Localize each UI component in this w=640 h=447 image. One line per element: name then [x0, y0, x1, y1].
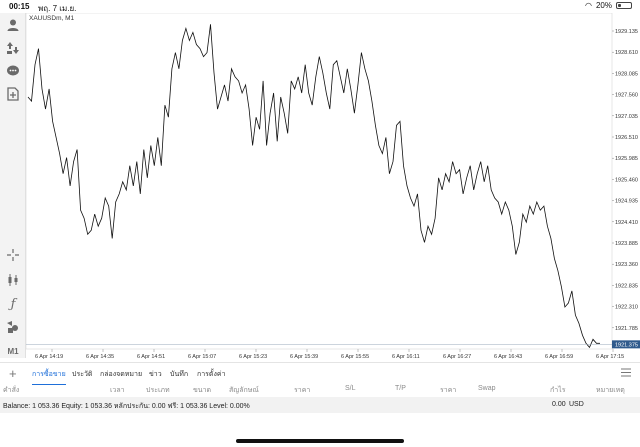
- tab-mailbox[interactable]: กล่องจดหมาย: [100, 371, 143, 378]
- price-tick-label: 1924.410: [615, 220, 638, 226]
- col-current-price: ราคา: [440, 387, 457, 394]
- price-tick-label: 1925.985: [615, 156, 638, 162]
- battery-text: 20%: [595, 1, 612, 10]
- time-tick-label: 6 Apr 16:27: [443, 354, 471, 360]
- col-volume: ขนาด: [193, 387, 212, 394]
- time-tick-label: 6 Apr 16:11: [392, 354, 420, 360]
- price-tick-label: 1929.135: [615, 29, 638, 35]
- left-toolbar: ƒ M1: [0, 13, 26, 358]
- col-order: คำสั่ง: [3, 387, 20, 394]
- price-tick-label: 1922.310: [615, 305, 638, 311]
- col-sl: S/L: [345, 385, 356, 392]
- price-axis: 1929.135 1928.610 1928.085 1927.560 1927.035…: [612, 29, 638, 332]
- time-tick-label: 6 Apr 17:15: [596, 354, 624, 360]
- trade-icon[interactable]: [5, 40, 21, 56]
- col-time: เวลา: [110, 387, 125, 394]
- home-indicator[interactable]: [236, 439, 404, 443]
- bottom-tabs: + การซื้อขาย ประวัติ กล่องจดหมาย ข่าว บั…: [0, 362, 640, 385]
- status-right: ◠ 20%: [585, 1, 632, 10]
- symbol-label: XAUUSDm, M1: [29, 15, 75, 22]
- add-icon[interactable]: +: [9, 366, 17, 381]
- status-bar: 00:15 พฤ. 7 เม.ย. ◠ 20%: [0, 0, 640, 13]
- wifi-icon: ◠: [585, 1, 592, 10]
- price-tick-label: 1921.785: [615, 326, 638, 332]
- balance-text: Balance: 1 053.36 Equity: 1 053.36 หลักป…: [3, 403, 250, 410]
- status-time: 00:15: [9, 2, 30, 11]
- price-tick-label: 1923.885: [615, 241, 638, 247]
- tab-journal[interactable]: บันทึก: [170, 371, 189, 378]
- chart-canvas[interactable]: 1929.135 1928.610 1928.085 1927.560 1927.035…: [26, 13, 640, 361]
- price-tick-label: 1924.935: [615, 199, 638, 205]
- price-tick-label: 1926.510: [615, 135, 638, 141]
- account-icon[interactable]: [5, 17, 21, 33]
- layout-icon[interactable]: [621, 368, 631, 377]
- function-icon[interactable]: ƒ: [10, 296, 16, 312]
- plot-frame: [26, 13, 613, 350]
- time-tick-label: 6 Apr 14:19: [35, 354, 63, 360]
- col-tp: T/P: [395, 385, 406, 392]
- col-symbol: สัญลักษณ์: [229, 387, 259, 394]
- balance-row: Balance: 1 053.36 Equity: 1 053.36 หลักป…: [0, 397, 640, 413]
- price-tick-label: 1923.360: [615, 262, 638, 268]
- price-line: [27, 24, 600, 349]
- time-tick-label: 6 Apr 16:43: [494, 354, 522, 360]
- col-type: ประเภท: [146, 387, 170, 394]
- chat-icon[interactable]: [5, 63, 21, 79]
- candles-icon[interactable]: [5, 272, 21, 288]
- price-tick-label: 1927.035: [615, 114, 638, 120]
- time-tick-label: 6 Apr 14:51: [137, 354, 165, 360]
- col-swap: Swap: [478, 385, 496, 392]
- time-tick-label: 6 Apr 15:55: [341, 354, 369, 360]
- tab-history[interactable]: ประวัติ: [72, 371, 93, 378]
- col-comment: หมายเหตุ: [596, 387, 625, 394]
- new-order-icon[interactable]: [5, 86, 21, 102]
- price-tick-label: 1922.835: [615, 283, 638, 289]
- tab-trade[interactable]: การซื้อขาย: [32, 371, 66, 385]
- col-price: ราคา: [294, 387, 311, 394]
- crosshair-icon[interactable]: [5, 247, 21, 263]
- time-tick-label: 6 Apr 14:35: [86, 354, 114, 360]
- time-tick-label: 6 Apr 15:39: [290, 354, 318, 360]
- tab-news[interactable]: ข่าว: [149, 371, 162, 378]
- battery-icon: [616, 2, 632, 9]
- current-price-badge: [612, 340, 640, 349]
- orders-header: คำสั่ง เวลา ประเภท ขนาด สัญลักษณ์ ราคา S…: [0, 382, 640, 396]
- price-tick-label: 1925.460: [615, 177, 638, 183]
- timeframe-icon[interactable]: M1: [7, 346, 19, 356]
- balance-currency: USD: [569, 401, 584, 408]
- price-chart[interactable]: 1929.135 1928.610 1928.085 1927.560 1927.035…: [26, 13, 640, 361]
- price-tick-label: 1928.085: [615, 71, 638, 77]
- current-price-text: 1921.375: [615, 342, 638, 348]
- time-tick-label: 6 Apr 16:59: [545, 354, 573, 360]
- price-tick-label: 1928.610: [615, 50, 638, 56]
- time-tick-label: 6 Apr 15:07: [188, 354, 216, 360]
- time-tick-label: 6 Apr 15:23: [239, 354, 267, 360]
- tab-settings[interactable]: การตั้งค่า: [197, 371, 226, 378]
- balance-profit: 0.00: [552, 401, 566, 408]
- status-date: พฤ. 7 เม.ย.: [38, 4, 77, 13]
- time-axis: 6 Apr 14:19 6 Apr 14:35 6 Apr 14:51 6 Apr 1…: [35, 349, 624, 360]
- objects-icon[interactable]: [5, 319, 21, 335]
- price-tick-label: 1927.560: [615, 93, 638, 99]
- col-profit: กำไร: [550, 387, 566, 394]
